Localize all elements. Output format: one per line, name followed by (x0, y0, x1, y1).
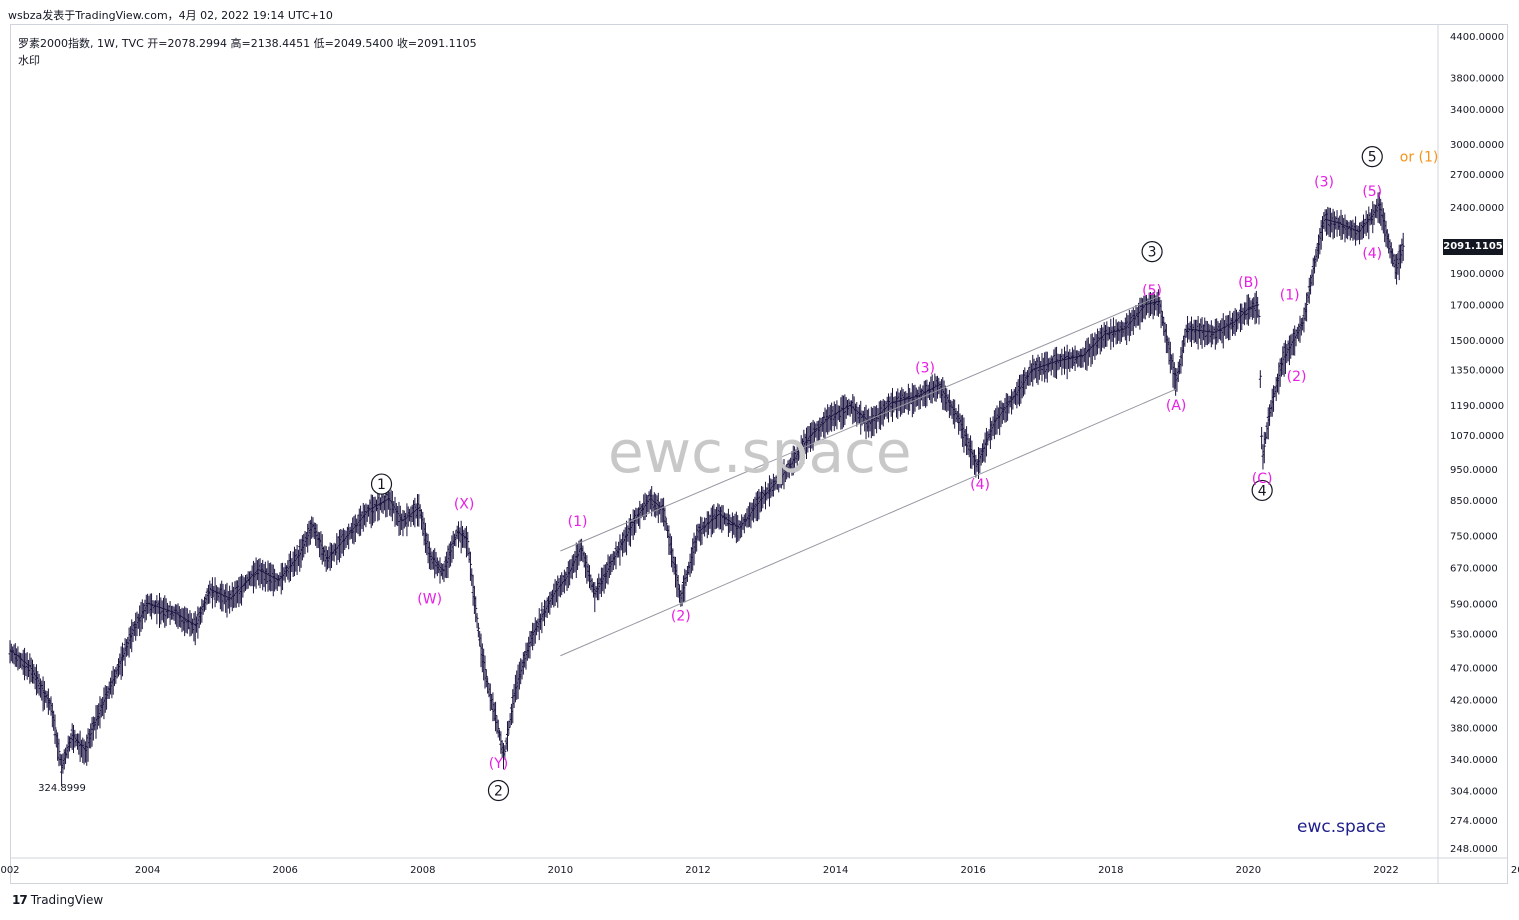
y-tick-label: 530.0000 (1450, 630, 1498, 641)
x-tick-label: 2024 (1511, 865, 1519, 876)
wave-label: (5) (1362, 184, 1382, 200)
y-tick-label: 470.0000 (1450, 663, 1498, 674)
wave-label: (B) (1238, 275, 1259, 291)
x-tick-label: 2022 (1373, 865, 1398, 876)
wave-label: 2 (494, 784, 503, 800)
tradingview-brand[interactable]: 17 TradingView (12, 893, 103, 907)
y-tick-label: 248.0000 (1450, 844, 1498, 855)
x-tick-label: 2008 (410, 865, 435, 876)
y-tick-label: 850.0000 (1450, 496, 1498, 507)
symbol-ohlc-legend: 罗素2000指数, 1W, TVC 开=2078.2994 高=2138.445… (18, 37, 477, 50)
wave-label: (X) (454, 497, 475, 513)
y-tick-label: 590.0000 (1450, 599, 1498, 610)
y-tick-label: 1500.0000 (1450, 336, 1504, 347)
wave-circle (370, 473, 393, 495)
y-tick-label: 1350.0000 (1450, 366, 1504, 377)
tradingview-logo-icon: 17 (12, 893, 28, 907)
y-tick-label: 274.0000 (1450, 816, 1498, 827)
wave-label: or (1) (1400, 150, 1439, 166)
y-tick-label: 670.0000 (1450, 563, 1498, 574)
watermark-legend: 水印 (18, 54, 40, 67)
wave-circle (1141, 241, 1163, 263)
chart-watermark: ewc.space (608, 418, 912, 486)
wave-label: (2) (1287, 369, 1307, 385)
y-tick-label: 380.0000 (1450, 724, 1498, 735)
y-tick-label: 1900.0000 (1450, 269, 1504, 280)
wave-label: (3) (1314, 174, 1334, 190)
x-tick-label: 2012 (685, 865, 710, 876)
low-price-label: 324.8999 (38, 783, 86, 794)
wave-circle (1361, 146, 1383, 168)
wave-label: (C) (1252, 471, 1273, 487)
publish-info: wsbza发表于TradingView.com，4月 02, 2022 19:1… (8, 9, 333, 22)
y-tick-label: 3000.0000 (1450, 140, 1504, 151)
wave-label: (3) (915, 361, 935, 377)
y-tick-label: 750.0000 (1450, 532, 1498, 543)
y-tick-label: 950.0000 (1450, 465, 1498, 476)
wave-label: (1) (568, 514, 588, 530)
chart-frame (10, 24, 1508, 884)
y-tick-label: 4400.0000 (1450, 32, 1504, 43)
x-tick-label: 2004 (135, 865, 160, 876)
channel-line (560, 388, 1177, 657)
wave-label: 3 (1148, 245, 1157, 261)
y-tick-label: 1070.0000 (1450, 431, 1504, 442)
y-tick-label: 3400.0000 (1450, 105, 1504, 116)
wave-label: (2) (671, 609, 691, 625)
wave-circle (1251, 479, 1273, 502)
y-tick-label: 304.0000 (1450, 787, 1498, 798)
ohlc-bars (8, 192, 1405, 787)
wave-label: 1 (377, 477, 386, 493)
x-tick-label: 2018 (1098, 865, 1123, 876)
x-tick-label: 2014 (823, 865, 848, 876)
wave-label: 4 (1258, 483, 1267, 499)
corner-brand-text: ewc.space (1297, 817, 1386, 837)
channel-line (560, 295, 1160, 552)
y-tick-label: 1700.0000 (1450, 301, 1504, 312)
wave-label: (Y) (489, 756, 508, 772)
x-tick-label: 2006 (272, 865, 297, 876)
y-tick-label: 1190.0000 (1450, 401, 1504, 412)
wave-circle (487, 779, 510, 802)
wave-label: (4) (970, 477, 990, 493)
wave-label: (4) (1362, 246, 1382, 262)
wave-label: (5) (1142, 283, 1162, 299)
brand-name: TradingView (30, 893, 104, 907)
y-tick-label: 2400.0000 (1450, 203, 1504, 214)
x-tick-label: 2020 (1236, 865, 1261, 876)
y-tick-label: 420.0000 (1450, 695, 1498, 706)
x-tick-label: 2016 (960, 865, 985, 876)
wave-label: (A) (1166, 398, 1187, 414)
y-tick-label: 2700.0000 (1450, 170, 1504, 181)
x-tick-label: 002 (0, 865, 19, 876)
wave-label: 5 (1368, 150, 1377, 166)
wave-label: (W) (417, 592, 442, 608)
last-price-tag: 2091.1105 (1443, 239, 1503, 255)
y-tick-label: 340.0000 (1450, 755, 1498, 766)
y-tick-label: 3800.0000 (1450, 73, 1504, 84)
wave-label: (1) (1280, 288, 1300, 304)
x-tick-label: 2010 (548, 865, 573, 876)
